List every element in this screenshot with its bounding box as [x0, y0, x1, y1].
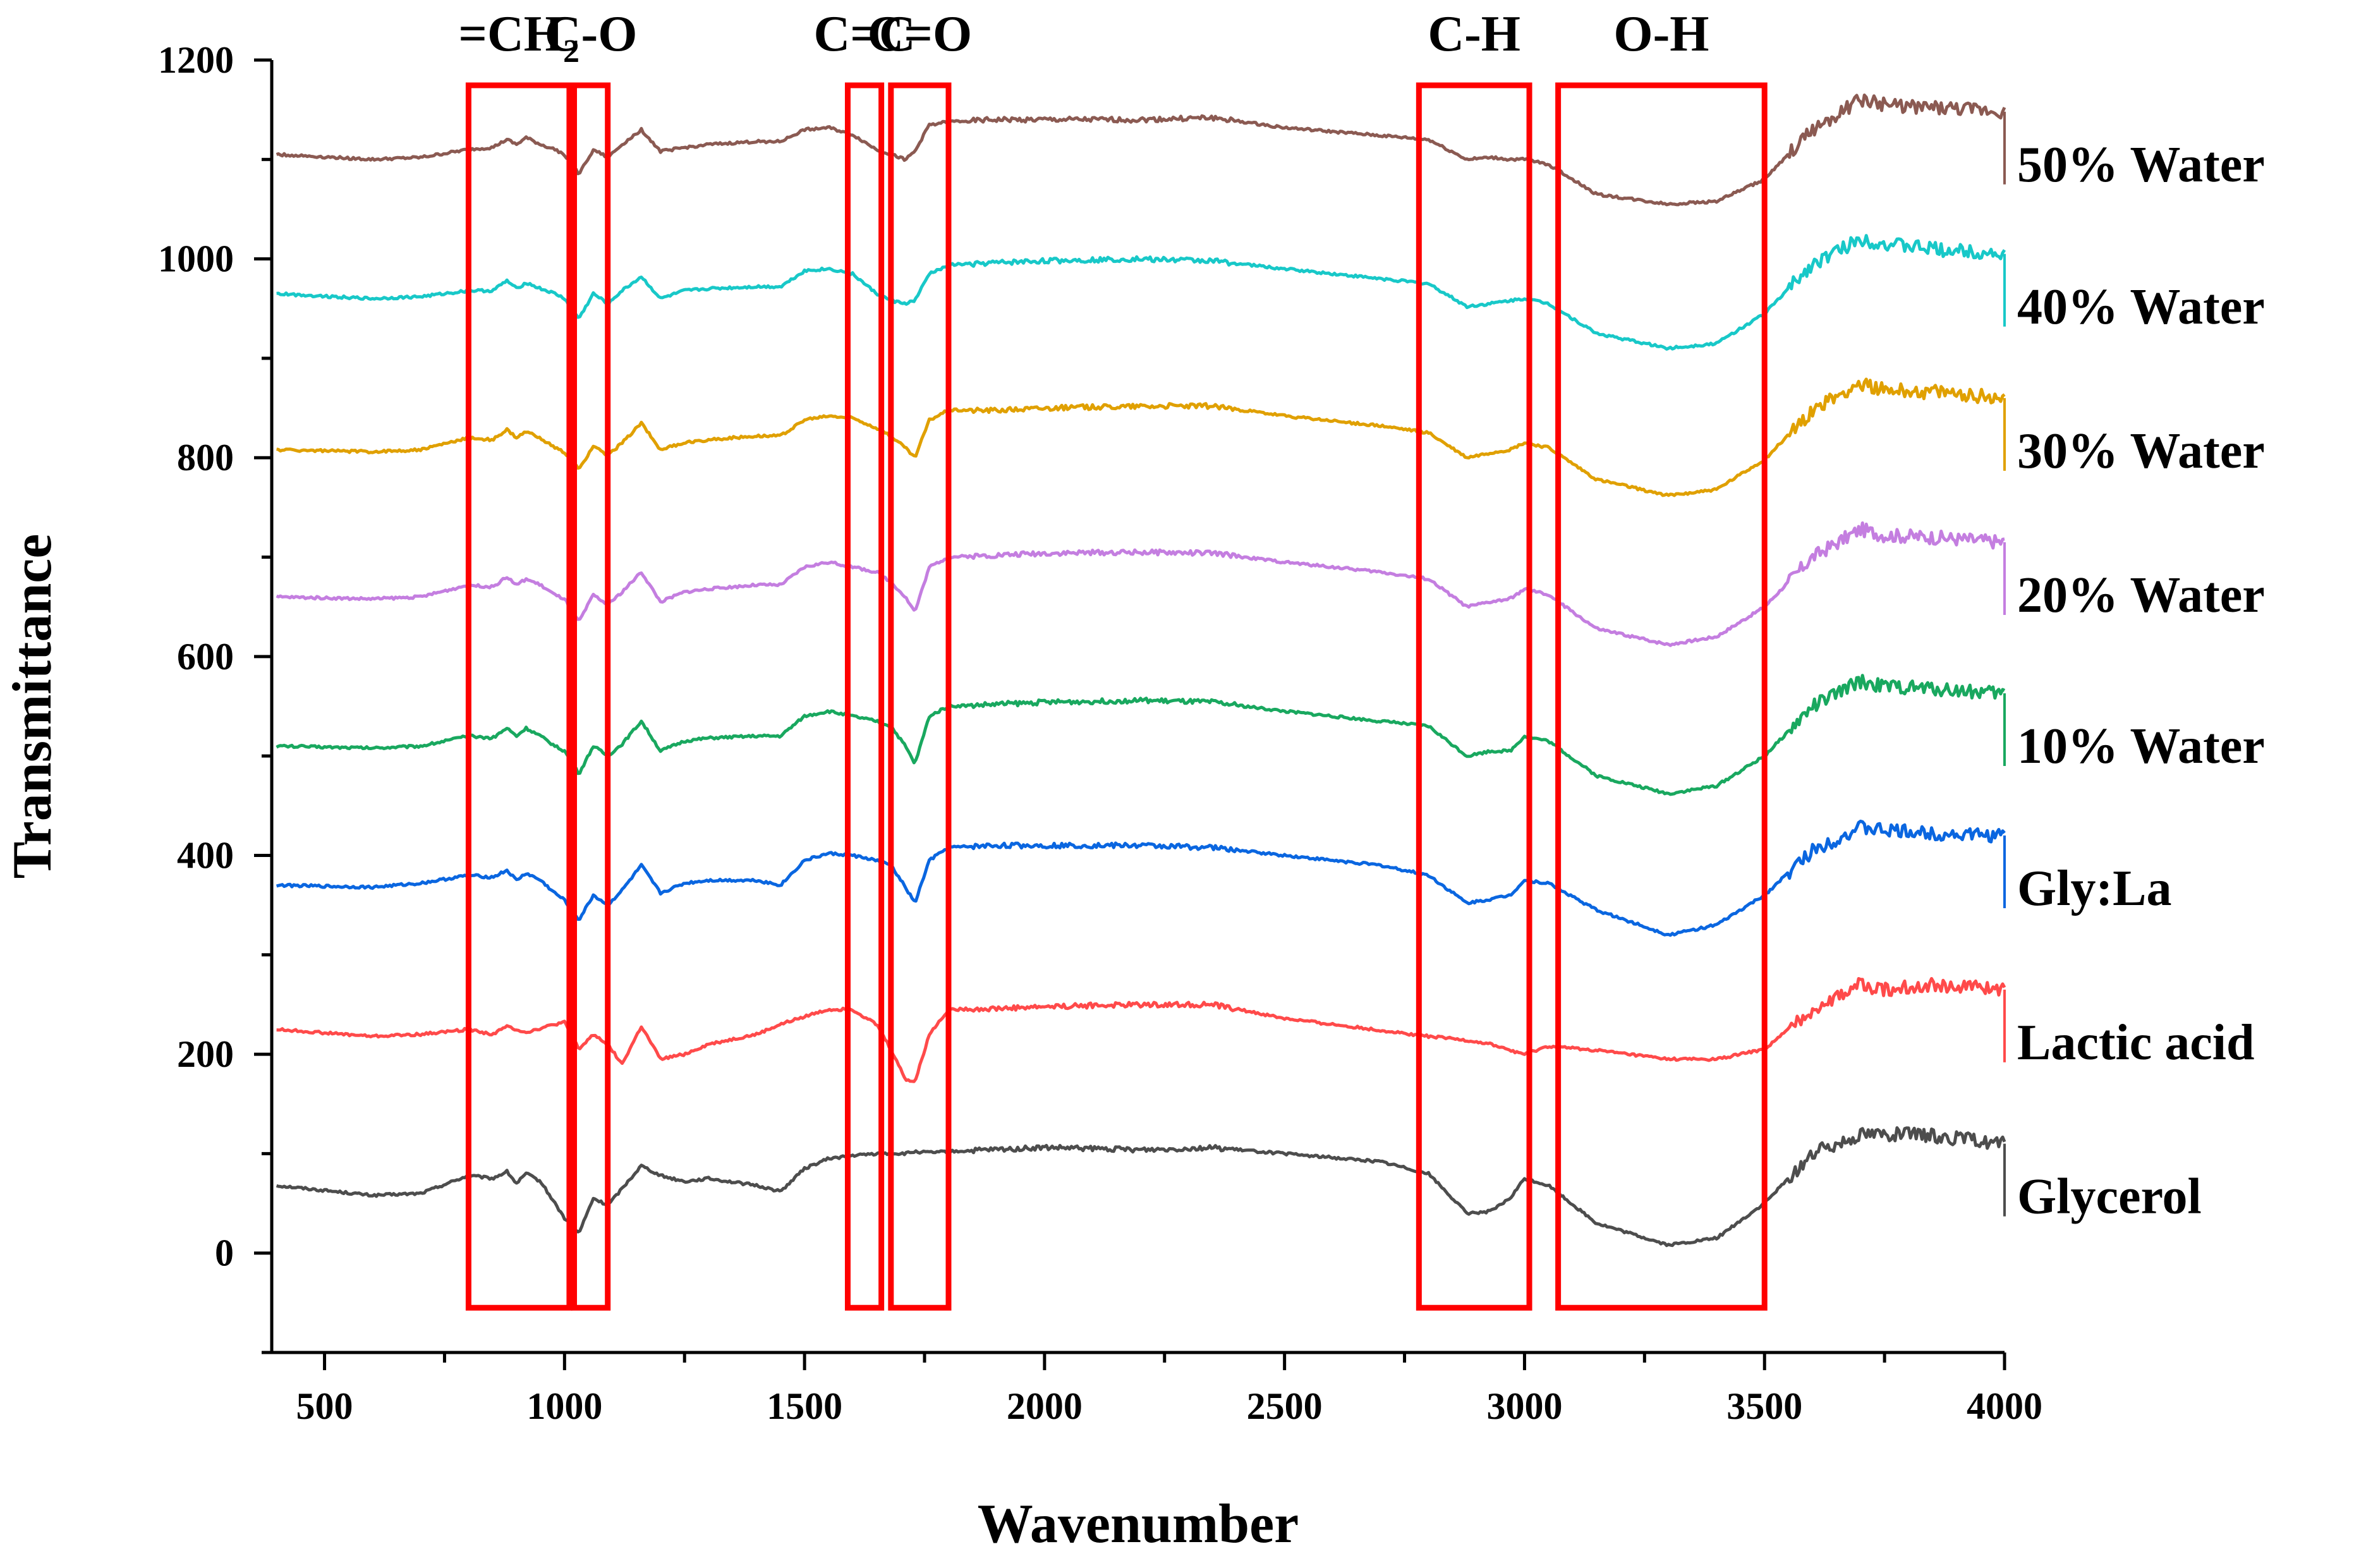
x-tick-label: 2000 — [1007, 1385, 1083, 1427]
y-ticks: 0 200 400 600 800 1000 1200 — [158, 39, 272, 1354]
band-label: C=O — [868, 6, 973, 62]
series-line — [276, 1126, 2006, 1248]
band-box — [1555, 82, 1768, 1311]
series-label: Lactic acid — [2017, 1015, 2254, 1071]
x-tick-label: 2500 — [1247, 1385, 1323, 1427]
x-tick-label: 3500 — [1726, 1385, 1802, 1427]
series-label: Gly:La — [2017, 861, 2171, 916]
band-box — [1416, 82, 1532, 1311]
x-tick-label: 3000 — [1486, 1385, 1562, 1427]
x-tick-label: 1500 — [767, 1385, 842, 1427]
series-line — [276, 976, 2006, 1083]
axes — [270, 60, 2005, 1354]
band-label: O-H — [1613, 6, 1709, 62]
band-box — [571, 82, 611, 1311]
series-label: 30% Water — [2017, 423, 2265, 479]
series-label: 10% Water — [2017, 719, 2265, 774]
series-label: 50% Water — [2017, 137, 2265, 193]
y-tick-label: 200 — [177, 1033, 234, 1075]
y-tick-label: 400 — [177, 834, 234, 876]
series-label: 20% Water — [2017, 568, 2265, 623]
series-line — [276, 674, 2006, 796]
band-label: =CH2 — [458, 6, 579, 70]
y-tick-label: 0 — [215, 1232, 234, 1274]
series-line — [276, 377, 2006, 497]
series-label: Glycerol — [2017, 1169, 2202, 1225]
x-ticks: 500 1000 1500 2000 2500 3000 3500 4000 — [296, 1352, 2042, 1427]
band-label: C=C — [813, 6, 915, 62]
series-line — [276, 819, 2006, 937]
band-label: C-H — [1428, 6, 1520, 62]
x-tick-label: 4000 — [1967, 1385, 2042, 1427]
y-axis-title: Transmittance — [2, 534, 63, 879]
x-axis-title: Wavenumber — [978, 1493, 1299, 1555]
series-line — [276, 94, 2006, 207]
series-labels: Glycerol Lactic acid Gly:La 10% Water 20% Wa… — [2003, 111, 2265, 1225]
band-label: C-O — [545, 6, 638, 62]
x-tick-label: 1000 — [526, 1385, 602, 1427]
y-tick-label: 1200 — [158, 39, 234, 81]
series-line — [276, 234, 2006, 351]
band-box — [465, 82, 573, 1311]
series-line — [276, 521, 2005, 647]
y-tick-label: 600 — [177, 636, 234, 678]
x-tick-label: 500 — [296, 1385, 353, 1427]
series-group — [276, 94, 2006, 1248]
y-tick-label: 800 — [177, 437, 234, 478]
series-label: 40% Water — [2017, 279, 2265, 335]
band-box — [844, 82, 885, 1311]
y-tick-label: 1000 — [158, 238, 234, 280]
band-box — [888, 82, 952, 1311]
